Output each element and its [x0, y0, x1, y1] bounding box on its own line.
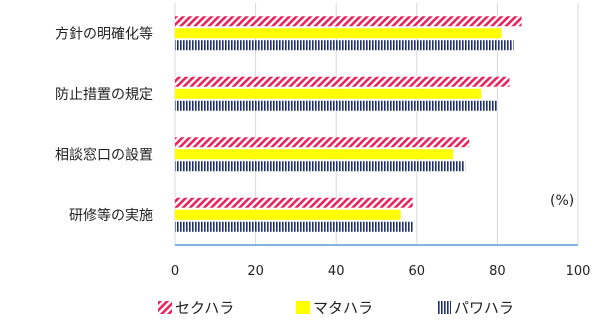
bar	[175, 209, 401, 220]
legend-label: マタハラ	[313, 299, 373, 317]
legend-swatch	[158, 301, 172, 314]
bars	[175, 16, 522, 232]
bar	[175, 76, 510, 87]
legend-swatch	[296, 301, 310, 314]
legend: セクハラ マタハラ パワハラ	[158, 299, 514, 317]
bar	[175, 28, 502, 39]
category-label: 方針の明確化等	[55, 25, 153, 42]
legend-label: セクハラ	[175, 299, 234, 317]
bar	[175, 161, 466, 172]
bar	[175, 100, 498, 111]
unit-label: (%)	[550, 193, 574, 209]
x-tick-label: 20	[247, 264, 264, 279]
legend-label: パワハラ	[454, 299, 514, 317]
x-tick-labels: 0 20 40 60 80 100	[171, 264, 591, 279]
bar	[175, 137, 470, 148]
grid	[174, 3, 579, 245]
bar	[175, 16, 522, 27]
legend-swatch	[437, 301, 451, 314]
category-label: 研修等の実施	[69, 207, 153, 224]
bar	[175, 88, 482, 99]
x-tick-label: 0	[171, 264, 179, 279]
category-label: 防止措置の規定	[55, 87, 153, 103]
category-label: 相談窓口の設置	[55, 146, 153, 163]
x-tick-label: 60	[409, 264, 426, 279]
x-tick-label: 40	[328, 264, 345, 279]
x-tick-label: 80	[489, 264, 506, 279]
bar	[175, 40, 514, 51]
bar	[175, 221, 413, 232]
bar	[175, 149, 454, 160]
bar	[175, 197, 413, 208]
x-tick-label: 100	[566, 264, 591, 279]
